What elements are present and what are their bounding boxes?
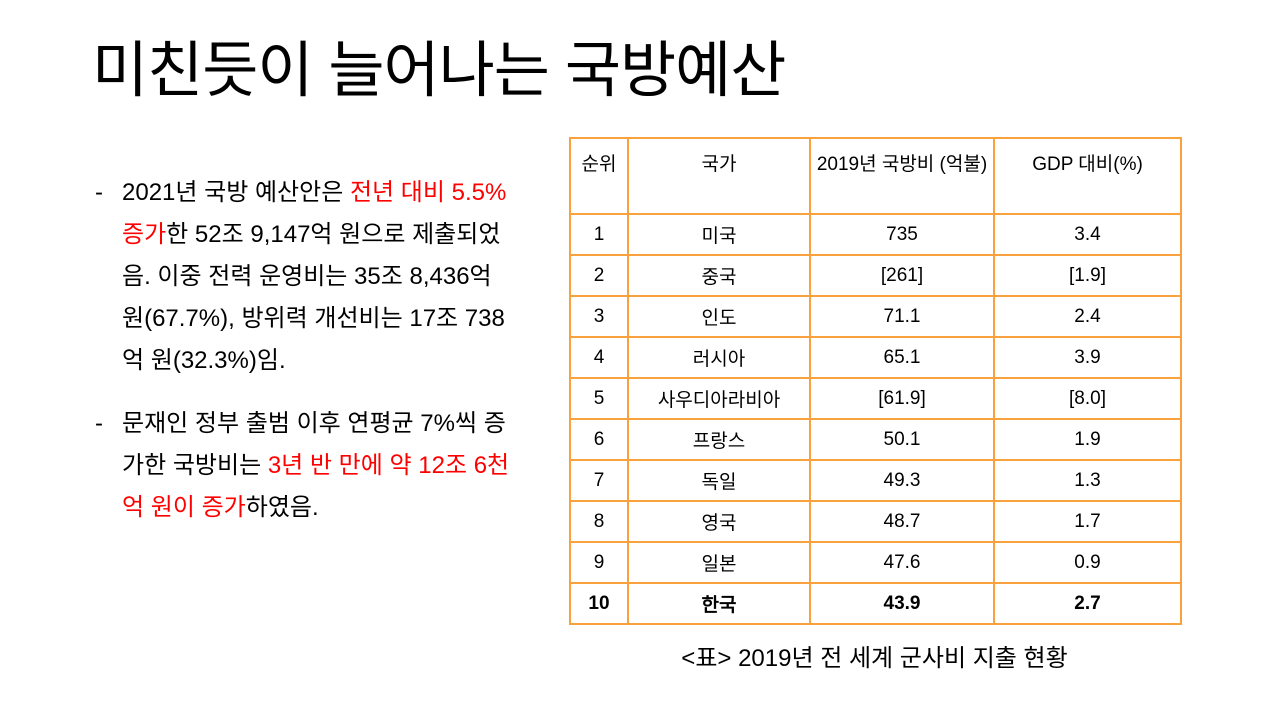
plain-text: 문재인 정부 출범 이후 연평균 7%씩 증가한 국방비는 xyxy=(122,410,506,479)
table-row: 8 영국 48.7 1.7 xyxy=(569,500,1182,543)
gdp-ratio-cell: 2.4 xyxy=(993,295,1182,338)
budget-cell: 65.1 xyxy=(809,336,995,379)
bullet-text: 2021년 국방 예산안은 전년 대비 5.5% 증가한 52조 9,147억 … xyxy=(122,172,519,382)
gdp-ratio-cell: 1.9 xyxy=(993,418,1182,461)
plain-text: 하였음. xyxy=(245,494,319,521)
table-row: 4 러시아 65.1 3.9 xyxy=(569,336,1182,379)
country-cell: 미국 xyxy=(627,213,811,256)
table-row: 2 중국 [261] [1.9] xyxy=(569,254,1182,297)
table-row: 10 한국 43.9 2.7 xyxy=(569,582,1182,625)
budget-cell: [261] xyxy=(809,254,995,297)
defense-budget-table-area: 순위 국가 2019년 국방비 (억불) GDP 대비(%) 1 미국 735 3.4 2 중국… xyxy=(569,137,1182,673)
budget-cell: 47.6 xyxy=(809,541,995,584)
table-row: 6 프랑스 50.1 1.9 xyxy=(569,418,1182,461)
gdp-ratio-cell: [8.0] xyxy=(993,377,1182,420)
defense-budget-table: 순위 국가 2019년 국방비 (억불) GDP 대비(%) 1 미국 735 3.4 2 중국… xyxy=(569,137,1182,625)
country-cell: 한국 xyxy=(627,582,811,625)
table-caption: <표> 2019년 전 세계 군사비 지출 현황 xyxy=(681,645,1068,672)
column-header: 순위 xyxy=(569,137,629,215)
rank-cell: 8 xyxy=(569,500,629,543)
gdp-ratio-cell: [1.9] xyxy=(993,254,1182,297)
bullet-item: - 문재인 정부 출범 이후 연평균 7%씩 증가한 국방비는 3년 반 만에 약… xyxy=(95,403,519,529)
country-cell: 영국 xyxy=(627,500,811,543)
table-body: 1 미국 735 3.4 2 중국 [261] [1.9] 3 인도 71.1 2.4 4 러시아 65.1… xyxy=(569,213,1182,625)
country-cell: 독일 xyxy=(627,459,811,502)
country-cell: 인도 xyxy=(627,295,811,338)
rank-cell: 2 xyxy=(569,254,629,297)
budget-cell: [61.9] xyxy=(809,377,995,420)
rank-cell: 1 xyxy=(569,213,629,256)
gdp-ratio-cell: 0.9 xyxy=(993,541,1182,584)
budget-cell: 49.3 xyxy=(809,459,995,502)
column-header: GDP 대비(%) xyxy=(993,137,1182,215)
budget-cell: 735 xyxy=(809,213,995,256)
table-row: 7 독일 49.3 1.3 xyxy=(569,459,1182,502)
country-cell: 일본 xyxy=(627,541,811,584)
page-title: 미친듯이 늘어나는 국방예산 xyxy=(92,36,786,104)
budget-cell: 48.7 xyxy=(809,500,995,543)
country-cell: 러시아 xyxy=(627,336,811,379)
bullet-list: -2021년 국방 예산안은 전년 대비 5.5% 증가한 52조 9,147억… xyxy=(95,172,519,550)
country-cell: 프랑스 xyxy=(627,418,811,461)
country-cell: 사우디아라비아 xyxy=(627,377,811,420)
bullet-text: 문재인 정부 출범 이후 연평균 7%씩 증가한 국방비는 3년 반 만에 약 … xyxy=(122,403,519,529)
column-header: 국가 xyxy=(627,137,811,215)
table-row: 1 미국 735 3.4 xyxy=(569,213,1182,256)
header-row: 순위 국가 2019년 국방비 (억불) GDP 대비(%) xyxy=(569,137,1182,215)
table-row: 9 일본 47.6 0.9 xyxy=(569,541,1182,584)
bullet-item: -2021년 국방 예산안은 전년 대비 5.5% 증가한 52조 9,147억… xyxy=(95,172,519,382)
gdp-ratio-cell: 1.3 xyxy=(993,459,1182,502)
rank-cell: 3 xyxy=(569,295,629,338)
bullet-dash: - xyxy=(95,179,103,206)
country-cell: 중국 xyxy=(627,254,811,297)
budget-cell: 50.1 xyxy=(809,418,995,461)
highlighted-text: 전년 대비 5.5% 증가 xyxy=(122,179,507,248)
budget-cell: 43.9 xyxy=(809,582,995,625)
gdp-ratio-cell: 3.9 xyxy=(993,336,1182,379)
rank-cell: 10 xyxy=(569,582,629,625)
table-row: 5 사우디아라비아 [61.9] [8.0] xyxy=(569,377,1182,420)
gdp-ratio-cell: 3.4 xyxy=(993,213,1182,256)
rank-cell: 7 xyxy=(569,459,629,502)
gdp-ratio-cell: 1.7 xyxy=(993,500,1182,543)
column-header: 2019년 국방비 (억불) xyxy=(809,137,995,215)
plain-text: 2021년 국방 예산안은 xyxy=(122,179,350,206)
rank-cell: 6 xyxy=(569,418,629,461)
gdp-ratio-cell: 2.7 xyxy=(993,582,1182,625)
budget-cell: 71.1 xyxy=(809,295,995,338)
rank-cell: 5 xyxy=(569,377,629,420)
table-row: 3 인도 71.1 2.4 xyxy=(569,295,1182,338)
rank-cell: 4 xyxy=(569,336,629,379)
highlighted-text: 3년 반 만에 약 12조 6천억 원이 증가 xyxy=(122,452,510,521)
rank-cell: 9 xyxy=(569,541,629,584)
bullet-dash: - xyxy=(95,410,103,437)
plain-text: 한 52조 9,147억 원으로 제출되었음. 이중 전력 운영비는 35조 8… xyxy=(122,221,505,374)
table-head: 순위 국가 2019년 국방비 (억불) GDP 대비(%) xyxy=(569,137,1182,215)
